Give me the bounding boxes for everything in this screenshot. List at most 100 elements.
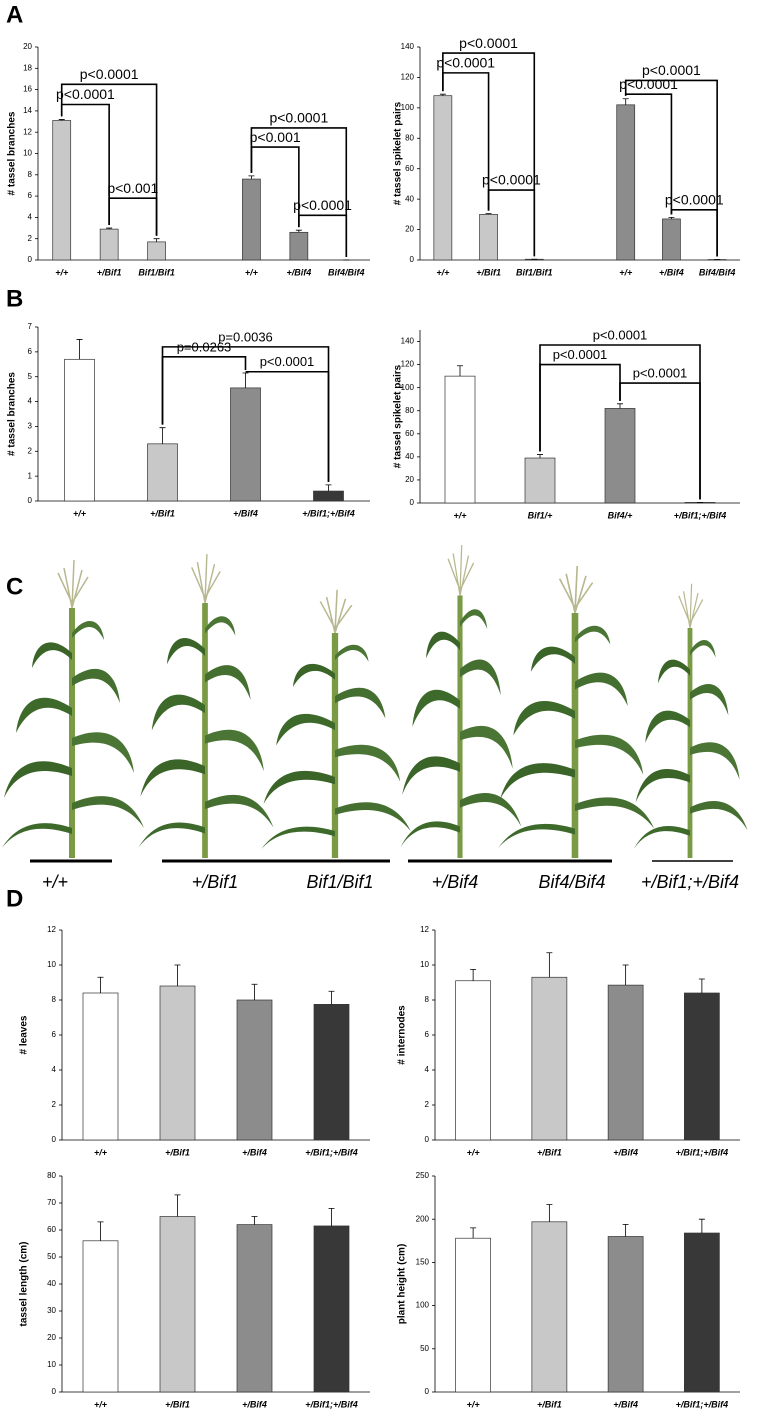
y-tick-label: 200 (416, 1214, 430, 1223)
x-tick-label: +/Bif4 (242, 1147, 267, 1157)
x-tick-label: +/+ (467, 1147, 481, 1157)
y-tick-label: 6 (28, 347, 33, 356)
significance-bracket (161, 356, 247, 425)
x-tick-label: Bif1/Bif1 (138, 267, 175, 277)
genotype-label: +/+ (42, 872, 68, 892)
error-bar (174, 1194, 181, 1217)
genotype-label: Bif1/Bif1 (306, 872, 373, 892)
x-tick-label: +/Bif4 (613, 1399, 638, 1409)
plant (498, 566, 654, 858)
error-bar (622, 1223, 629, 1237)
x-tick-label: +/Bif1 (476, 267, 501, 277)
error-bar (97, 976, 104, 993)
y-tick-label: 0 (52, 1135, 57, 1144)
error-bar (617, 403, 623, 409)
y-tick-label: 40 (47, 1279, 56, 1288)
x-tick-label: +/Bif1 (165, 1399, 190, 1409)
error-bar (546, 1204, 553, 1222)
error-bar (485, 213, 492, 215)
y-axis-title: # tassel spikelet pairs (393, 101, 404, 205)
y-tick-label: 20 (47, 1333, 56, 1342)
bar (313, 490, 344, 502)
y-tick-label: 2 (28, 446, 33, 455)
error-bar (242, 372, 249, 388)
bar (684, 1232, 720, 1393)
p-value: p<0.0001 (553, 347, 608, 362)
y-tick-label: 30 (47, 1306, 56, 1315)
error-bar (58, 119, 65, 121)
x-tick-label: +/Bif1;+/Bif4 (674, 510, 727, 520)
y-tick-label: 0 (410, 255, 415, 264)
panel-label: A (6, 1, 23, 28)
x-tick-label: +/Bif4 (659, 267, 684, 277)
bar (159, 1216, 196, 1393)
y-tick-label: 12 (420, 925, 429, 934)
error-bar (295, 229, 302, 233)
bar (313, 1004, 350, 1141)
y-tick-label: 80 (47, 1171, 56, 1180)
panel-label: C (6, 573, 23, 600)
genotype-label: +/Bif1;+/Bif4 (641, 872, 739, 892)
y-tick-label: 120 (401, 73, 415, 82)
p-value: p<0.0001 (80, 66, 139, 82)
y-axis-title: # tassel branches (7, 111, 18, 195)
x-tick-label: +/+ (436, 267, 450, 277)
bar (444, 375, 476, 504)
p-value: p<0.0001 (260, 354, 315, 369)
plant (262, 590, 411, 858)
bar (52, 120, 72, 261)
y-tick-label: 6 (52, 1030, 57, 1039)
y-tick-label: 0 (28, 496, 33, 505)
x-tick-label: +/+ (94, 1399, 108, 1409)
y-axis-title: # tassel spikelet pairs (393, 364, 404, 468)
y-tick-label: 20 (23, 42, 32, 51)
y-tick-label: 12 (47, 925, 56, 934)
error-bar (248, 175, 255, 180)
y-tick-label: 2 (425, 1100, 430, 1109)
error-bar (698, 1218, 705, 1234)
x-tick-label: +/+ (245, 267, 259, 277)
y-tick-label: 10 (47, 1360, 56, 1369)
y-tick-label: 4 (425, 1065, 430, 1074)
significance-bracket (60, 83, 158, 236)
x-tick-label: Bif4/Bif4 (328, 267, 365, 277)
y-tick-label: 8 (52, 995, 57, 1004)
y-tick-label: 10 (420, 960, 429, 969)
x-tick-label: +/Bif1 (150, 508, 175, 518)
x-tick-label: +/+ (94, 1147, 108, 1157)
error-bar (457, 365, 463, 377)
error-bar (668, 217, 675, 219)
error-bar (698, 978, 705, 993)
y-axis-title: plant height (cm) (397, 1244, 408, 1325)
x-tick-label: Bif4/+ (608, 510, 634, 520)
plant (634, 584, 748, 858)
y-tick-label: 4 (28, 397, 33, 406)
bar (159, 985, 196, 1141)
genotype-label: +/Bif4 (432, 872, 479, 892)
bar (64, 358, 95, 502)
x-tick-label: +/Bif4 (286, 267, 311, 277)
bar (433, 95, 453, 261)
error-bar (622, 98, 629, 105)
y-tick-label: 18 (23, 63, 32, 72)
error-bar (106, 227, 113, 230)
error-bar (251, 1216, 258, 1225)
bar (524, 457, 556, 504)
y-axis-title: # leaves (19, 1015, 30, 1054)
y-tick-label: 16 (23, 85, 32, 94)
y-tick-label: 0 (425, 1387, 430, 1396)
p-value: p<0.0001 (459, 35, 518, 51)
x-tick-label: +/Bif1 (537, 1147, 562, 1157)
error-bar (97, 1221, 104, 1241)
y-tick-label: 6 (28, 191, 33, 200)
y-tick-label: 20 (405, 225, 414, 234)
y-tick-label: 250 (416, 1171, 430, 1180)
x-tick-label: +/+ (453, 510, 467, 520)
error-bar (328, 1208, 335, 1226)
x-tick-label: +/+ (55, 267, 69, 277)
significance-bracket (487, 189, 536, 257)
genotype-label: Bif4/Bif4 (538, 872, 605, 892)
significance-bracket (619, 382, 701, 500)
y-tick-label: 2 (52, 1100, 57, 1109)
x-tick-label: +/+ (73, 508, 87, 518)
